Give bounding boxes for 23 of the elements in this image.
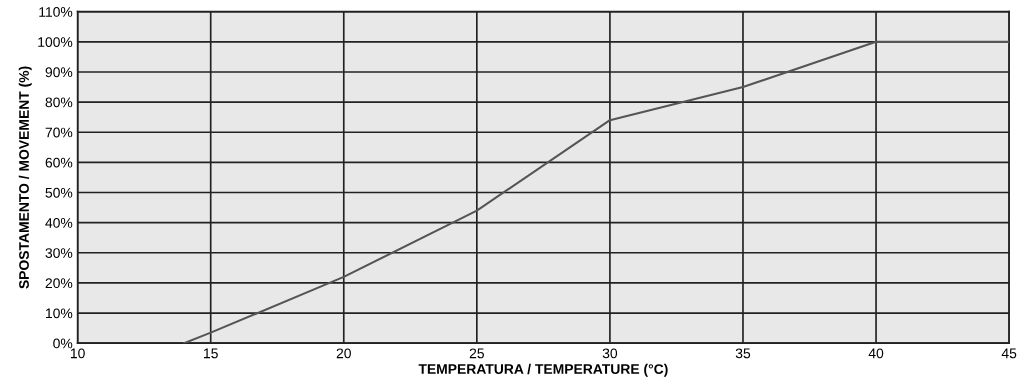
y-tick-label: 80% xyxy=(45,97,73,108)
y-tick-label: 40% xyxy=(45,217,73,228)
y-tick-label: 50% xyxy=(45,187,73,198)
x-tick-label: 30 xyxy=(602,348,618,359)
y-tick-label: 0% xyxy=(53,338,73,349)
x-tick-label: 35 xyxy=(735,348,751,359)
y-tick-label: 70% xyxy=(45,127,73,138)
y-tick-label: 100% xyxy=(38,37,73,48)
y-tick-label: 30% xyxy=(45,248,73,258)
y-tick-label: 20% xyxy=(45,278,73,289)
x-tick-label: 15 xyxy=(204,348,218,359)
x-tick-label: 20 xyxy=(336,348,351,359)
y-axis-title: SPOSTAMENTO / MOVEMENT (%) xyxy=(18,66,32,289)
x-axis-title: TEMPERATURA / TEMPERATURE (°C) xyxy=(418,363,668,377)
y-tick-label: 10% xyxy=(46,308,73,319)
y-tick-label: 60% xyxy=(45,157,73,168)
x-tick-label: 25 xyxy=(469,348,484,359)
y-tick-label: 90% xyxy=(45,67,73,78)
line-series xyxy=(183,40,1010,344)
x-tick-label: 40 xyxy=(868,348,884,359)
x-tick-label: 45 xyxy=(1001,348,1017,359)
y-tick-label: 110% xyxy=(39,7,73,17)
x-tick-label: 10 xyxy=(70,348,85,359)
